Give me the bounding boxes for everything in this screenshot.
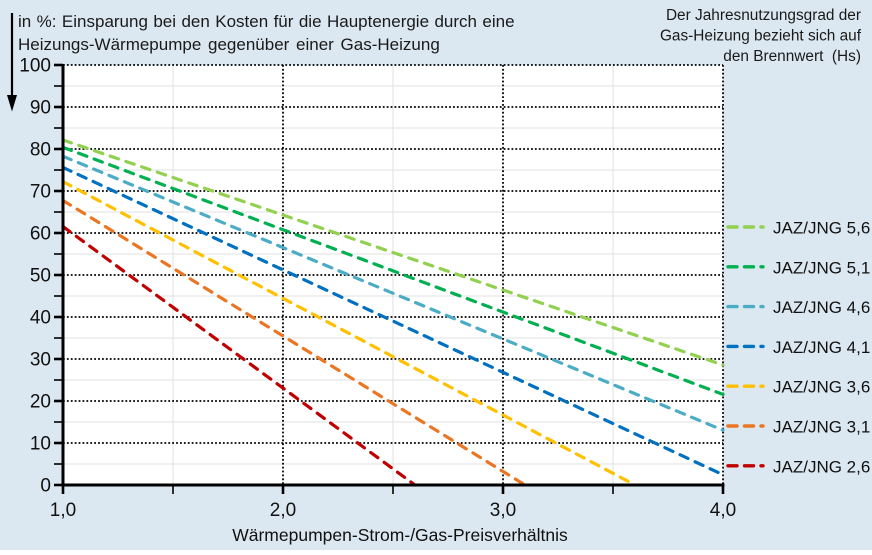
svg-text:80: 80 [30, 140, 51, 161]
svg-text:100: 100 [19, 56, 51, 77]
svg-text:Wärmepumpen-Strom-/Gas-Preisve: Wärmepumpen-Strom-/Gas-Preisverhältnis [232, 525, 568, 545]
svg-text:den Brennwert (Hs): den Brennwert (Hs) [723, 48, 861, 65]
svg-text:Der Jahresnutzungsgrad der: Der Jahresnutzungsgrad der [666, 7, 861, 24]
svg-text:Heizungs-Wärmepumpe gegenüber: Heizungs-Wärmepumpe gegenüber einer Gas-… [18, 35, 440, 54]
svg-text:2,0: 2,0 [270, 500, 296, 521]
svg-text:4,0: 4,0 [710, 500, 736, 521]
svg-text:30: 30 [30, 350, 51, 371]
svg-text:50: 50 [30, 266, 51, 287]
svg-text:40: 40 [30, 308, 51, 329]
svg-text:JAZ/JNG 4,1: JAZ/JNG 4,1 [773, 338, 870, 357]
svg-text:JAZ/JNG 3,1: JAZ/JNG 3,1 [773, 418, 870, 437]
svg-text:in %: Einsparung bei den Koste: in %: Einsparung bei den Kosten für die … [18, 12, 515, 31]
svg-text:Gas-Heizung bezieht sich auf: Gas-Heizung bezieht sich auf [660, 28, 862, 45]
svg-text:JAZ/JNG 4,6: JAZ/JNG 4,6 [773, 298, 870, 317]
svg-text:90: 90 [30, 98, 51, 119]
svg-text:0: 0 [40, 476, 51, 497]
svg-text:JAZ/JNG 5,1: JAZ/JNG 5,1 [773, 258, 870, 277]
svg-text:1,0: 1,0 [50, 500, 76, 521]
svg-text:JAZ/JNG 3,6: JAZ/JNG 3,6 [773, 378, 870, 397]
svg-text:JAZ/JNG 5,6: JAZ/JNG 5,6 [773, 219, 870, 238]
svg-text:JAZ/JNG 2,6: JAZ/JNG 2,6 [773, 457, 870, 476]
svg-text:70: 70 [30, 182, 51, 203]
svg-text:10: 10 [30, 434, 51, 455]
svg-text:60: 60 [30, 224, 51, 245]
svg-text:3,0: 3,0 [490, 500, 516, 521]
svg-text:20: 20 [30, 392, 51, 413]
